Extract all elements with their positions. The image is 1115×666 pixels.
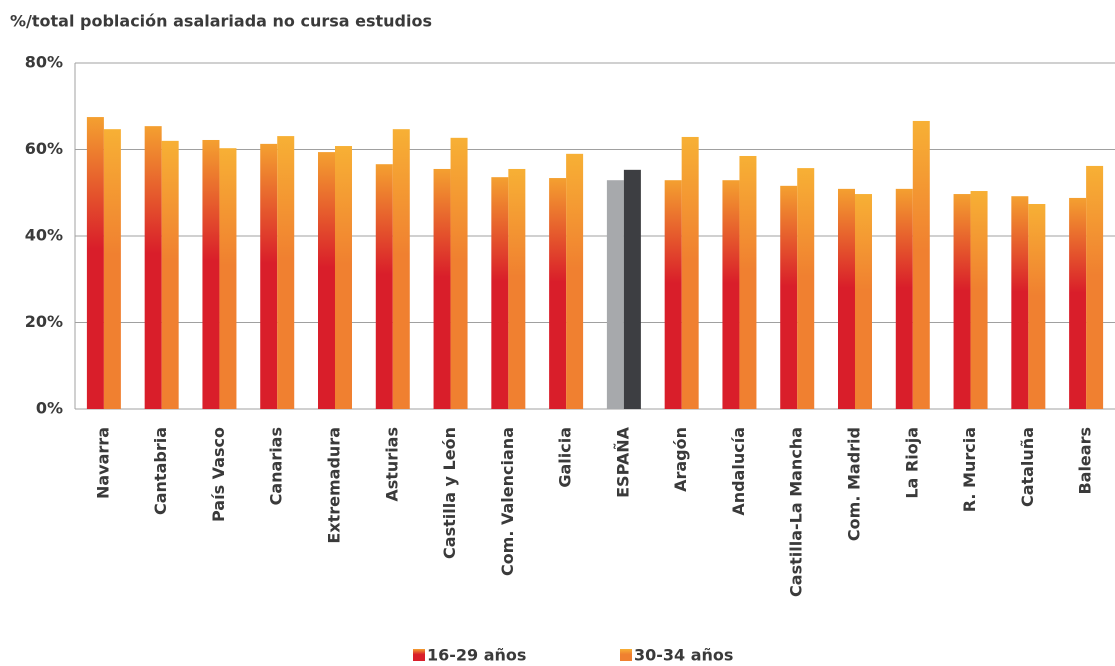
- bar: [508, 168, 526, 409]
- bar: [780, 185, 798, 409]
- x-tick-label: Castilla-La Mancha: [787, 427, 806, 597]
- x-tick-label: Balears: [1076, 427, 1095, 495]
- legend-label: 16-29 años: [427, 646, 526, 665]
- bar: [549, 178, 567, 409]
- bar: [161, 140, 179, 409]
- bar: [722, 180, 740, 409]
- bar: [1011, 196, 1029, 409]
- x-tick-label: Extremadura: [325, 427, 344, 544]
- bar: [1028, 203, 1046, 409]
- bar: [953, 194, 971, 409]
- bar: [912, 120, 930, 409]
- bar: [739, 155, 757, 409]
- bar: [375, 164, 393, 409]
- x-tick-label: Canarias: [267, 427, 286, 505]
- bar: [895, 188, 913, 409]
- x-tick-label: País Vasco: [209, 427, 228, 522]
- y-tick-label: 20%: [25, 312, 63, 331]
- bar: [838, 188, 855, 409]
- bar: [260, 143, 278, 409]
- x-tick-label: Asturias: [382, 427, 401, 502]
- bar: [606, 180, 624, 409]
- bar: [623, 169, 641, 409]
- bar: [855, 194, 872, 409]
- bar: [681, 136, 699, 409]
- y-tick-label: 40%: [25, 226, 63, 245]
- bar: [335, 146, 352, 410]
- bar: [318, 152, 335, 409]
- x-tick-label: Com. Madrid: [845, 427, 864, 541]
- bar: [202, 139, 220, 410]
- bar: [103, 129, 121, 410]
- x-tick-label: La Rioja: [902, 427, 921, 499]
- x-tick-label: Aragón: [671, 427, 690, 492]
- x-tick-label: Navarra: [93, 427, 112, 499]
- bar: [1069, 197, 1087, 409]
- bar: [450, 137, 468, 409]
- x-tick-label: Galicia: [556, 427, 575, 488]
- y-tick-label: 60%: [25, 139, 63, 158]
- bar: [970, 191, 988, 409]
- x-tick-label: Andalucía: [729, 427, 748, 516]
- chart-title: %/total población asalariada no cursa es…: [10, 12, 432, 31]
- y-tick-label: 0%: [36, 399, 63, 418]
- bar: [86, 117, 104, 409]
- bar: [1086, 165, 1104, 409]
- legend-swatch: [620, 649, 632, 661]
- bar: [664, 180, 682, 409]
- bar: [144, 126, 162, 410]
- legend-label: 30-34 años: [634, 646, 733, 665]
- x-tick-label: Cantabria: [151, 427, 170, 515]
- bar: [491, 177, 509, 409]
- bar: [392, 129, 410, 410]
- bar: [797, 168, 815, 409]
- y-tick-label: 80%: [25, 53, 63, 72]
- legend-swatch: [413, 649, 425, 661]
- x-tick-label: Castilla y León: [440, 427, 459, 559]
- bar: [277, 136, 295, 409]
- x-tick-label: R. Murcia: [960, 427, 979, 512]
- bar: [433, 168, 451, 409]
- x-tick-label: Cataluña: [1018, 427, 1037, 507]
- bar: [219, 148, 237, 409]
- x-tick-label: ESPAÑA: [613, 426, 632, 497]
- x-tick-label: Com. Valenciana: [498, 427, 517, 576]
- bar: [566, 153, 584, 409]
